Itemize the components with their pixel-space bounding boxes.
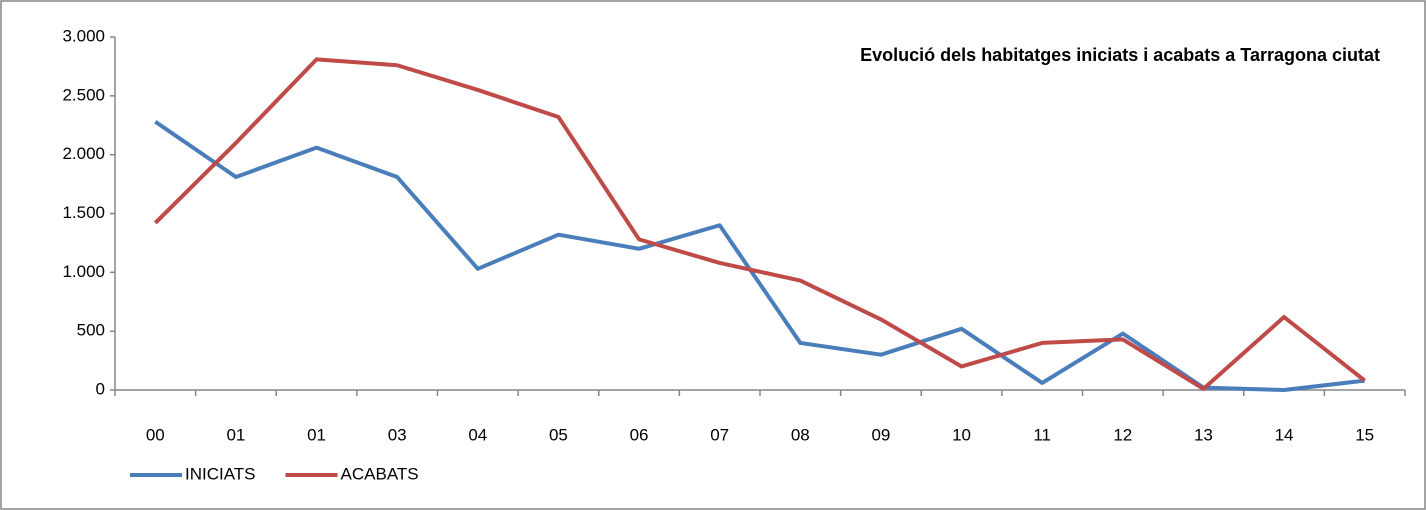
chart-title: Evolució dels habitatges iniciats i acab… <box>860 45 1380 65</box>
line <box>153 57 1366 391</box>
x-tick-label: 09 <box>871 425 890 444</box>
x-tick-label: 15 <box>1355 425 1374 444</box>
x-tick-label: 11 <box>1033 425 1051 444</box>
legend-label: INICIATS <box>185 464 256 483</box>
x-tick-label: 08 <box>791 425 810 444</box>
x-tick-label: 04 <box>468 425 487 444</box>
x-tick-label: 05 <box>549 425 568 444</box>
x-tick-label: 01 <box>226 425 245 444</box>
y-tick-label: 2.500 <box>62 85 105 104</box>
legend-label: ACABATS <box>341 464 419 483</box>
x-tick-label: 06 <box>630 425 649 444</box>
x-tick-label: 00 <box>146 425 165 444</box>
x-tick-label: 12 <box>1113 425 1132 444</box>
y-tick-label: 1.500 <box>62 203 105 222</box>
x-tick-label: 07 <box>710 425 729 444</box>
y-tick-label: 2.000 <box>62 144 105 163</box>
y-tick-label: 3.000 <box>62 26 105 45</box>
x-tick-label: 03 <box>388 425 407 444</box>
y-tick-label: 500 <box>77 321 105 340</box>
x-tick-label: 10 <box>952 425 971 444</box>
y-tick-label: 0 <box>96 379 105 398</box>
line <box>154 120 1365 392</box>
y-tick-label: 1.000 <box>62 262 105 281</box>
x-tick-label: 14 <box>1275 425 1294 444</box>
x-tick-label: 13 <box>1194 425 1213 444</box>
x-tick-label: 01 <box>307 425 326 444</box>
